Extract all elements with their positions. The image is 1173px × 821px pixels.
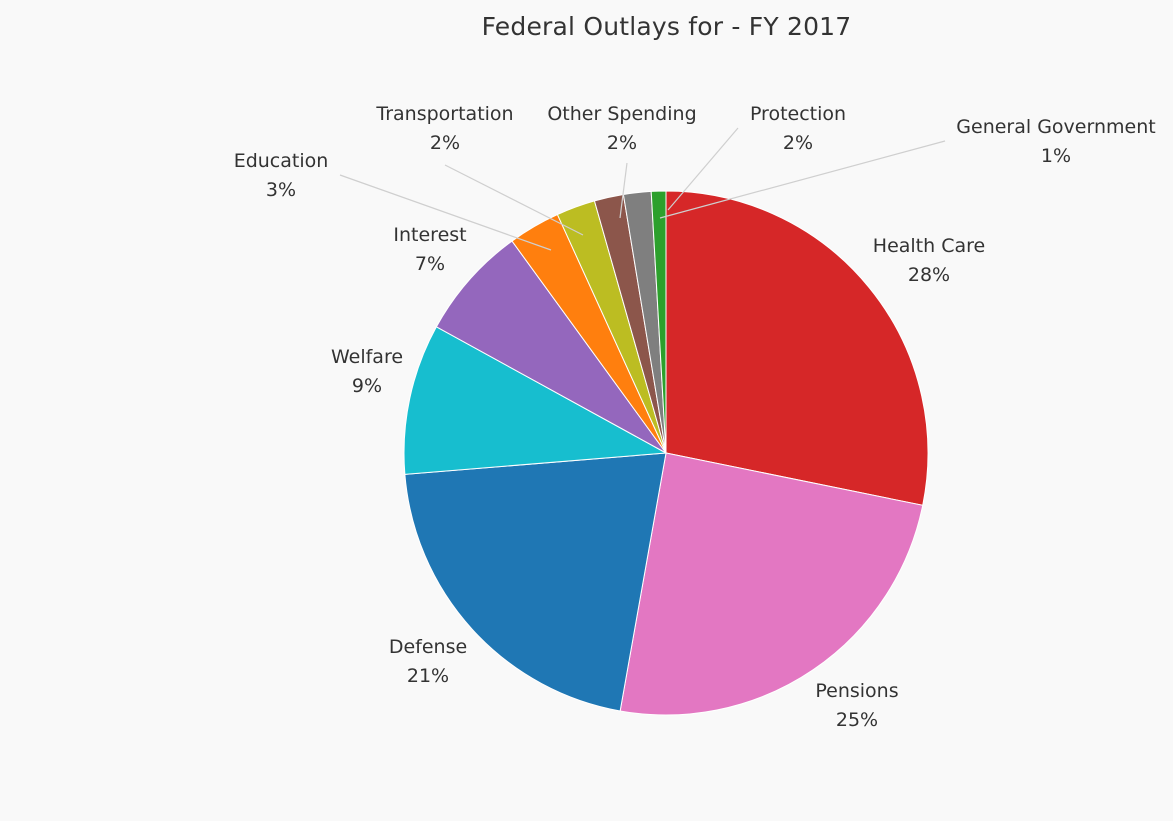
slice-percent-label: 2% [783,132,813,154]
pie-slice-general-government[interactable] [650,190,667,454]
slice-label: Health Care [873,235,985,257]
slice-label: Transportation [375,103,513,125]
slice-label: Welfare [331,346,403,368]
slice-label: Pensions [815,680,898,702]
slice-percent-label: 2% [607,132,637,154]
slice-label: Protection [750,103,846,125]
slice-label: Interest [393,224,466,246]
pie-slice-interest[interactable] [435,240,667,454]
slice-percent-label: 7% [415,253,445,275]
slice-percent-label: 9% [352,375,382,397]
pie-slice-welfare[interactable] [403,326,668,475]
slice-percent-label: 21% [407,665,449,687]
leader-line [444,164,584,236]
pie-slice-defense[interactable] [404,452,667,712]
leader-line [339,174,552,251]
slice-label: Education [234,150,329,172]
chart-title: Federal Outlays for - FY 2017 [481,12,852,41]
slice-percent-label: 28% [908,264,950,286]
slice-percent-label: 1% [1041,145,1071,167]
leader-line [619,162,628,219]
pie-slice-health-care[interactable] [665,190,929,506]
leader-line [667,127,739,211]
leader-line [659,140,946,219]
pie-slice-pensions[interactable] [619,452,924,716]
slice-percent-label: 2% [430,132,460,154]
slice-percent-label: 25% [836,709,878,731]
slice-label: General Government [956,116,1155,138]
slice-label: Other Spending [547,103,696,125]
slice-label: Defense [389,636,467,658]
slice-percent-label: 3% [266,179,296,201]
